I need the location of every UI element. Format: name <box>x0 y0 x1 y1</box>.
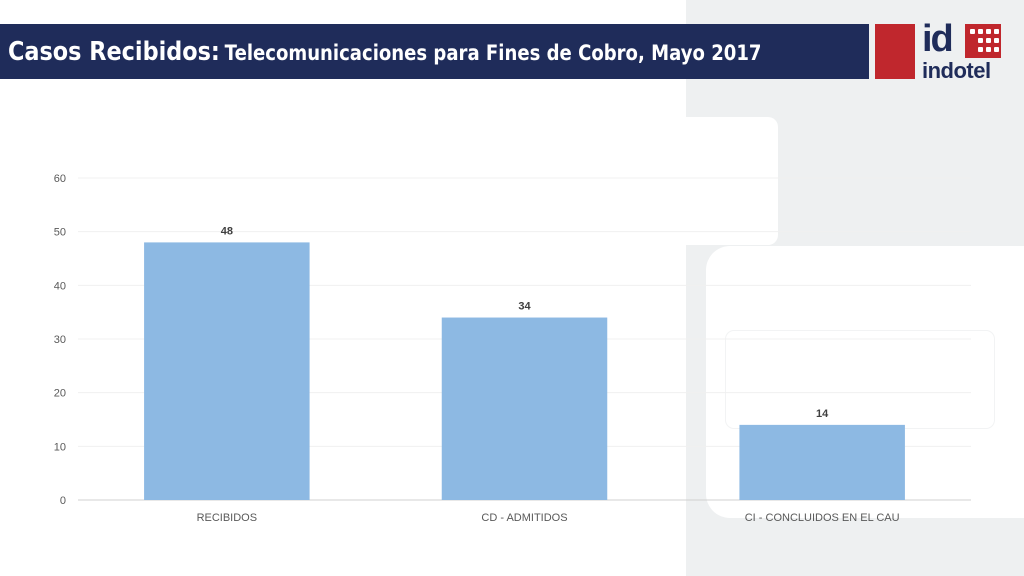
title-main: Casos Recibidos: <box>8 36 220 67</box>
y-tick-label: 50 <box>54 227 66 239</box>
logo-name: indotel <box>922 58 991 83</box>
category-label: CD - ADMITIDOS <box>481 512 567 524</box>
y-tick-label: 40 <box>54 280 66 292</box>
bar <box>739 424 905 500</box>
background-cutout <box>660 117 778 245</box>
title-bar: Casos Recibidos: Telecomunicaciones para… <box>0 24 869 79</box>
y-tick-label: 10 <box>54 441 66 453</box>
background-card <box>726 331 994 428</box>
data-label: 48 <box>221 225 233 237</box>
logo-red-block <box>875 24 915 79</box>
title-sub: Telecomunicaciones para Fines de Cobro, … <box>224 40 762 65</box>
logo-mark: id <box>922 18 954 60</box>
y-tick-label: 60 <box>54 173 66 185</box>
logo-grid-icon <box>965 24 1001 58</box>
y-tick-label: 0 <box>60 495 66 507</box>
bar <box>144 242 310 500</box>
y-tick-label: 30 <box>54 334 66 346</box>
category-label: RECIBIDOS <box>197 512 258 524</box>
slide-title: Casos Recibidos: Telecomunicaciones para… <box>8 37 761 67</box>
category-label: CI - CONCLUIDOS EN EL CAU <box>745 512 900 524</box>
bar <box>441 317 608 500</box>
data-label: 14 <box>816 408 829 420</box>
y-tick-label: 20 <box>54 388 66 400</box>
data-label: 34 <box>518 301 531 313</box>
